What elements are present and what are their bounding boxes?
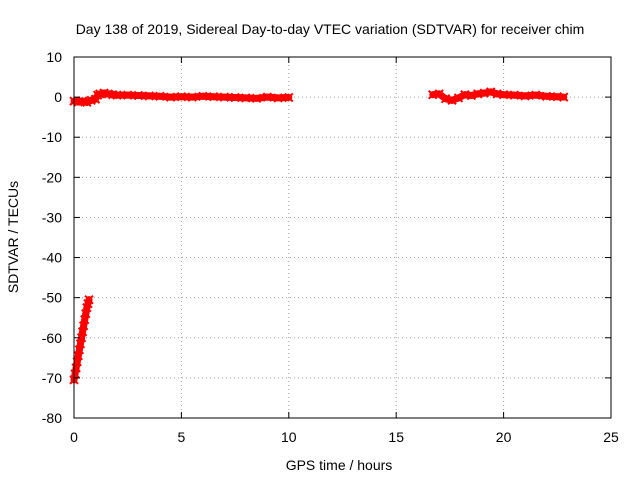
x-tick-label: 25 xyxy=(603,429,619,445)
data-points xyxy=(69,87,569,385)
x-axis-title: GPS time / hours xyxy=(286,457,393,473)
y-tick-label: -20 xyxy=(42,169,62,185)
x-tick-label: 10 xyxy=(281,429,297,445)
y-tick-label: 10 xyxy=(46,49,62,65)
y-tick-label: 0 xyxy=(54,89,62,105)
x-tick-label: 5 xyxy=(178,429,186,445)
chart-title: Day 138 of 2019, Sidereal Day-to-day VTE… xyxy=(76,21,585,37)
x-tick-labels: 0 5 10 15 20 25 xyxy=(70,429,619,445)
data-point xyxy=(84,294,94,305)
y-tick-label: -60 xyxy=(42,330,62,346)
y-tick-label: -40 xyxy=(42,250,62,266)
y-tick-label: -80 xyxy=(42,410,62,426)
x-tick-label: 20 xyxy=(496,429,512,445)
y-tick-label: -50 xyxy=(42,290,62,306)
y-tick-label: -70 xyxy=(42,370,62,386)
grid-layer xyxy=(74,57,611,418)
x-tick-label: 0 xyxy=(70,429,78,445)
x-tick-label: 15 xyxy=(388,429,404,445)
y-tick-labels: -80 -70 -60 -50 -40 -30 -20 -10 0 10 xyxy=(42,49,62,426)
y-tick-label: -10 xyxy=(42,129,62,145)
data-point xyxy=(284,92,294,103)
plot-frame xyxy=(73,56,612,419)
data-point xyxy=(559,92,569,102)
y-tick-label: -30 xyxy=(42,209,62,225)
tick-marks xyxy=(73,56,612,419)
y-axis-title: SDTVAR / TECUs xyxy=(5,181,21,293)
